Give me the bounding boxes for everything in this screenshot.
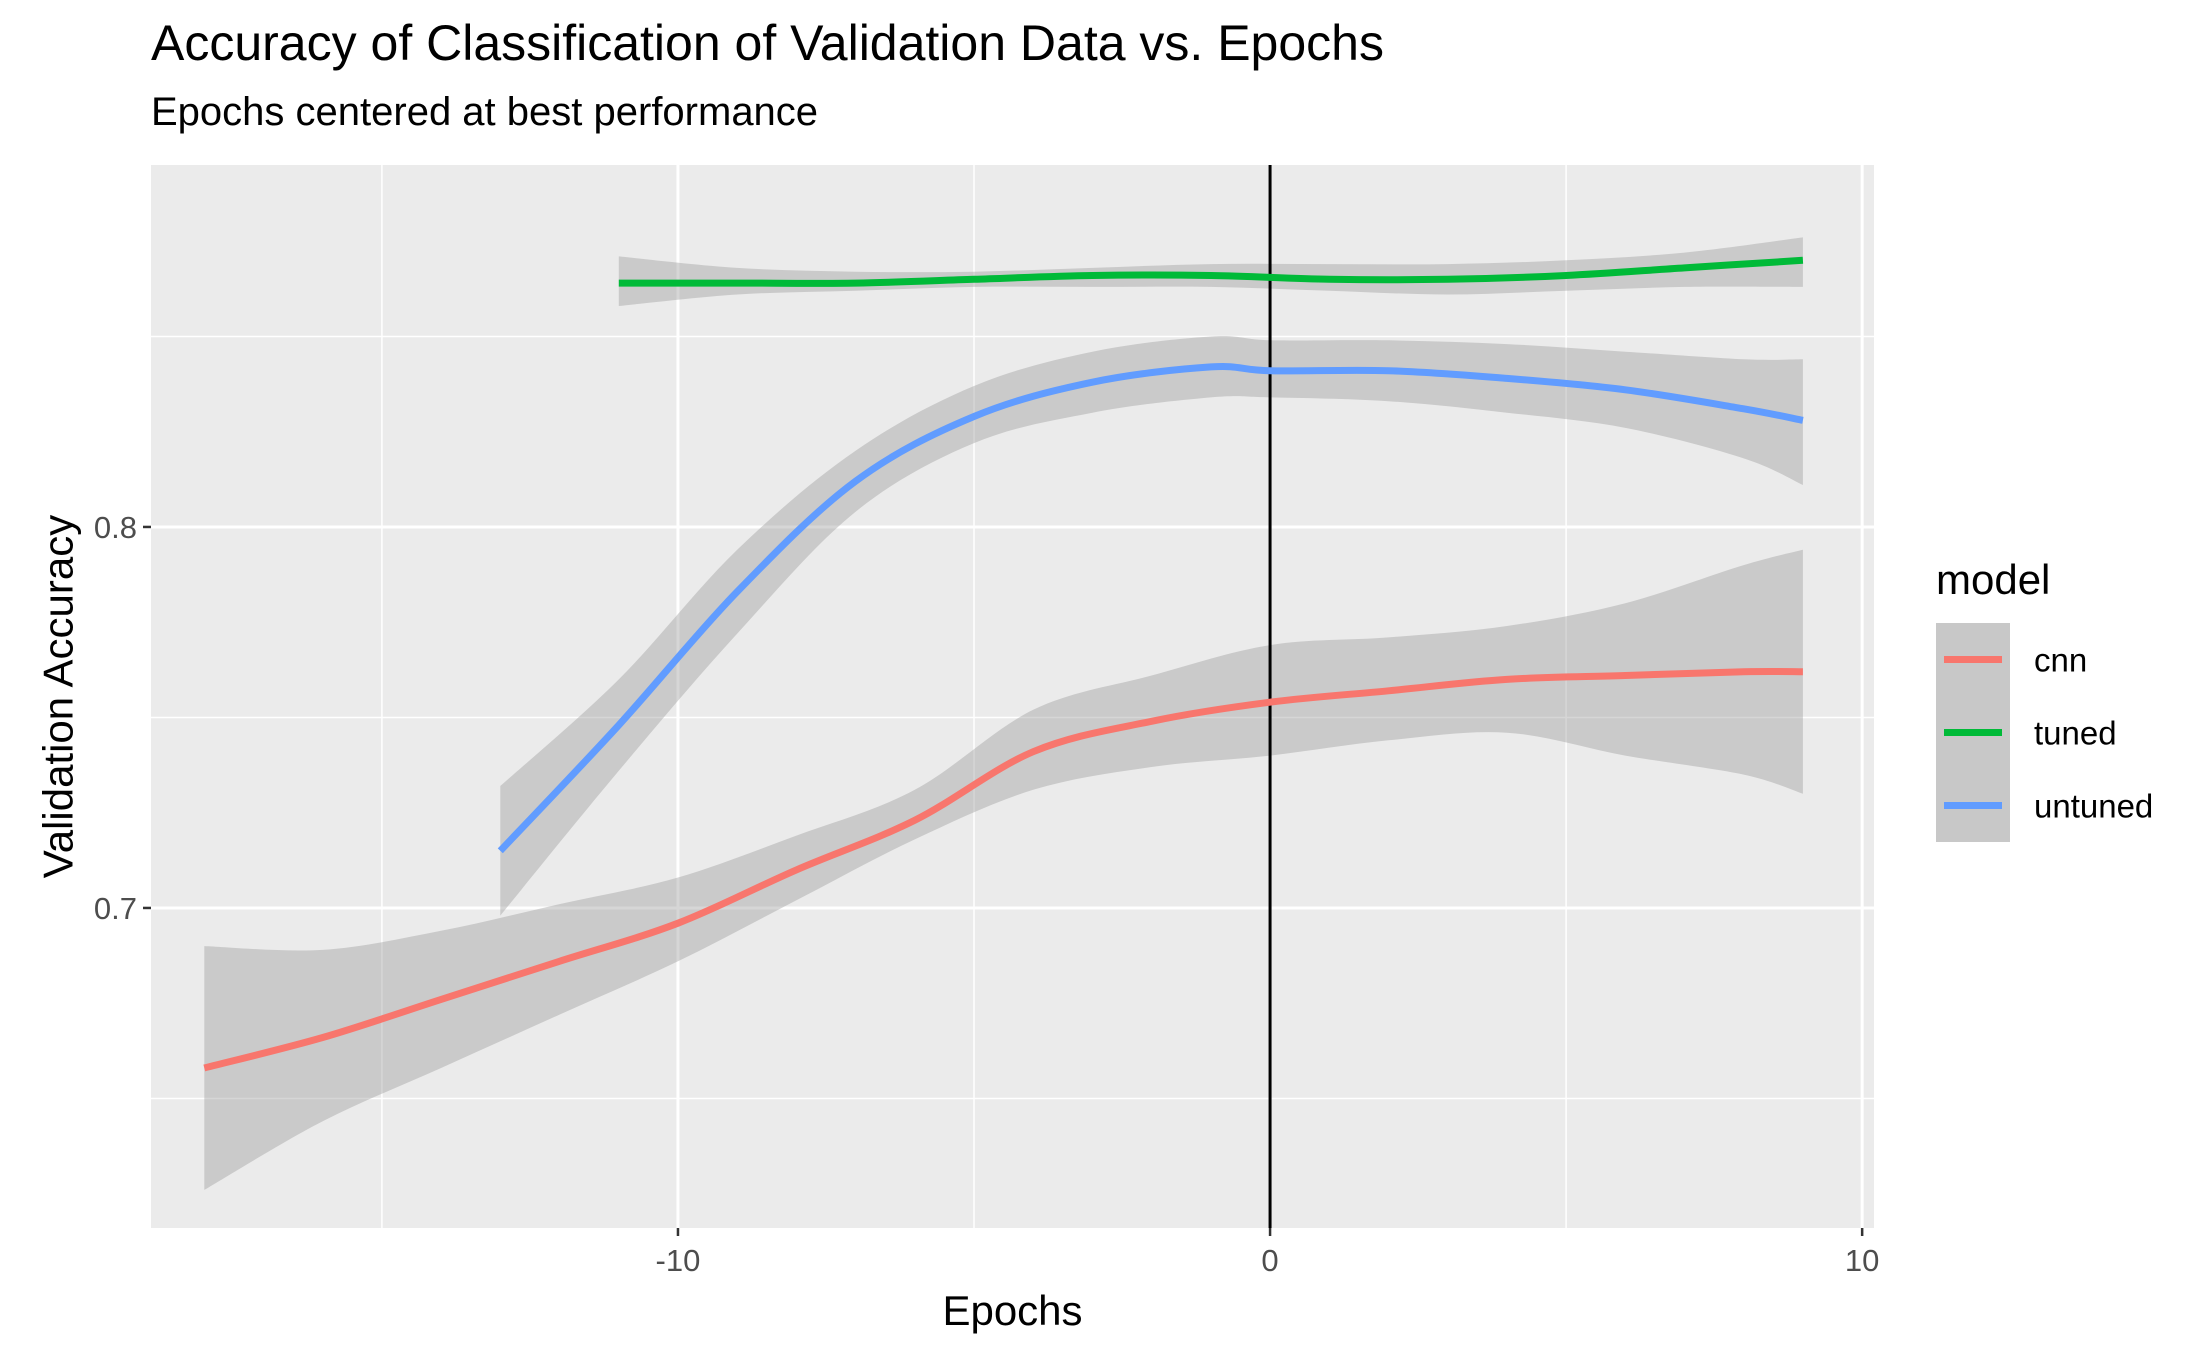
line-cnn — [203, 667, 1803, 1072]
x-tick-label: -10 — [656, 1243, 701, 1278]
legend: model cnn tuned untuned — [1936, 556, 2153, 842]
y-tick-label: 0.7 — [94, 891, 137, 926]
line-untuned — [497, 363, 1804, 854]
legend-title: model — [1936, 556, 2050, 603]
x-axis-title: Epochs — [942, 1287, 1082, 1334]
ribbon-untuned — [500, 336, 1803, 916]
legend-label-tuned: tuned — [2034, 715, 2117, 752]
ribbon-tuned — [618, 237, 1803, 306]
y-axis-title: Validation Accuracy — [35, 515, 82, 878]
line-tuned — [618, 256, 1804, 287]
grid-minor — [151, 165, 1874, 1228]
chart-subtitle: Epochs centered at best performance — [151, 90, 819, 134]
legend-label-untuned: untuned — [2034, 788, 2153, 825]
x-tick-label: 0 — [1261, 1243, 1278, 1278]
legend-label-cnn: cnn — [2034, 642, 2087, 679]
y-tick-label: 0.8 — [94, 510, 137, 545]
x-axis: -10 0 10 — [656, 1228, 1879, 1278]
chart-title: Accuracy of Classification of Validation… — [151, 15, 1384, 71]
y-axis: 0.7 0.8 — [94, 510, 151, 926]
series-lines — [203, 256, 1804, 1072]
plot-panel — [151, 165, 1874, 1228]
x-tick-label: 10 — [1845, 1243, 1879, 1278]
confidence-ribbons — [204, 237, 1803, 1190]
ribbon-cnn — [204, 549, 1803, 1190]
